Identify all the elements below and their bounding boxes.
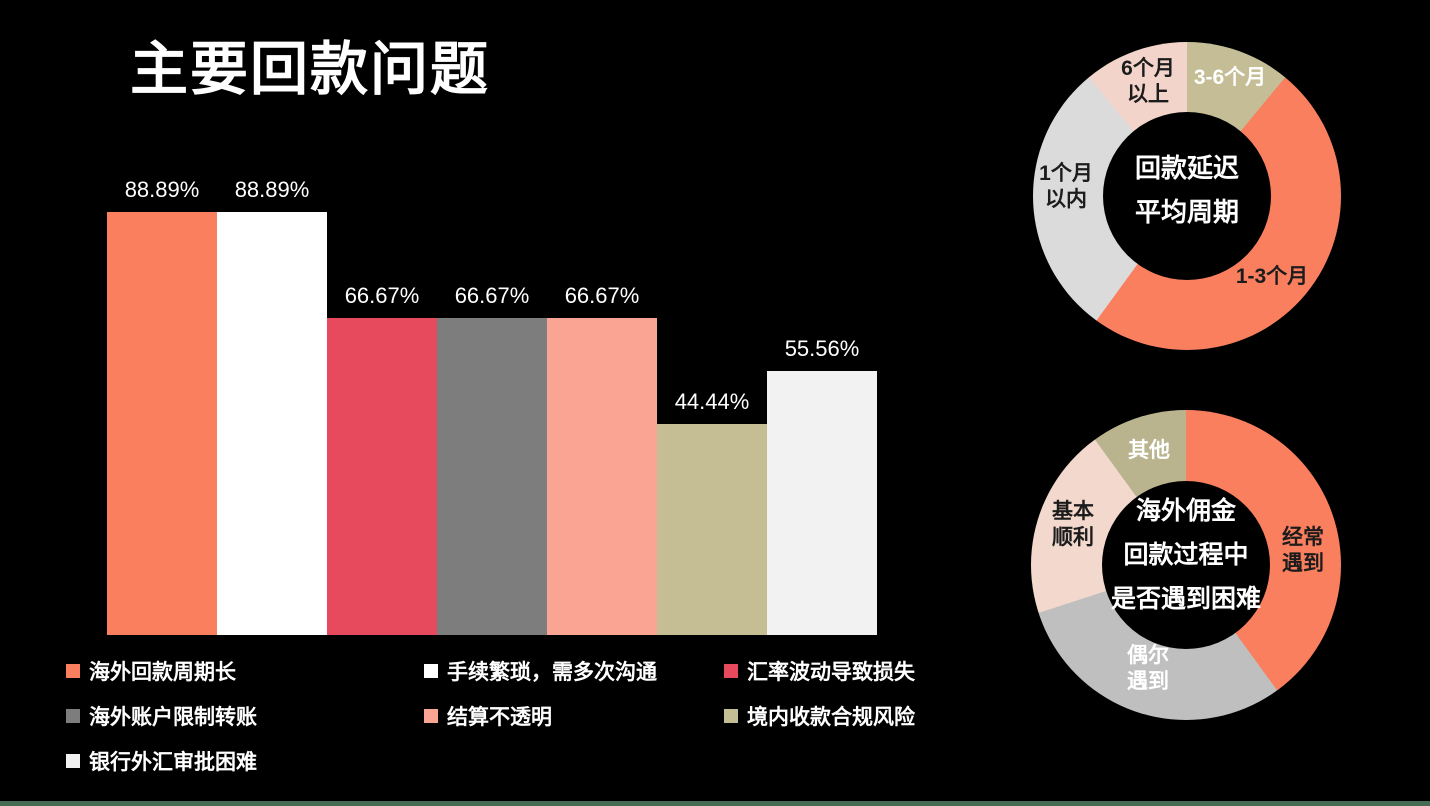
legend-label: 银行外汇审批困难 [89,751,257,774]
bar-value-label: 55.56% [784,336,860,361]
donut-chart-difficulty: 经常 遇到 偶尔 遇到 基本 顺利 其他 海外佣金 回款过程中 是否遇到困难 [1031,410,1341,720]
bar-column-5: 66.67% [547,283,657,635]
legend-item: 海外账户限制转账 [66,701,424,731]
bar-column-4: 66.67% [437,283,547,635]
legend-label: 境内收款合规风险 [747,706,915,729]
legend-item: 手续繁琐，需多次沟通 [424,656,724,686]
legend-item: 银行外汇审批困难 [66,746,424,776]
bar-value-label: 44.44% [674,389,750,414]
slice-label-mostly-smooth: 基本 顺利 [1052,500,1094,549]
bar-column-6: 44.44% [657,389,767,635]
legend-label: 海外账户限制转账 [89,706,257,729]
bar-6 [657,424,767,635]
bar-column-2: 88.89% [217,177,327,635]
legend-label: 结算不透明 [447,706,552,729]
bar-chart: 88.89% 88.89% 66.67% 66.67% 66.67% 44.44% 55.5… [107,140,877,635]
bar-value-label: 88.89% [234,177,310,202]
bar-column-7: 55.56% [767,336,877,635]
slice-label-1-3-months: 1-3个月 [1235,265,1309,288]
legend-label: 汇率波动导致损失 [747,661,915,684]
slice-label-other: 其他 [1128,439,1170,462]
slice-label-often: 经常 遇到 [1282,526,1324,575]
bar-column-1: 88.89% [107,177,217,635]
slice-label-3-6-months: 3-6个月 [1193,66,1267,89]
donut-center-line: 是否遇到困难 [1110,585,1261,613]
bar-column-3: 66.67% [327,283,437,635]
bar-1 [107,212,217,635]
legend-label: 手续繁琐，需多次沟通 [447,661,657,684]
bar-value-label: 66.67% [344,283,420,308]
donut-hole [1102,481,1270,649]
page-title: 主要回款问题 [130,37,491,102]
legend-swatch [66,664,80,678]
bar-value-label: 66.67% [564,283,640,308]
bar-value-label: 66.67% [454,283,530,308]
bar-4 [437,318,547,635]
legend-swatch [724,709,738,723]
bar-2 [217,212,327,635]
footer-accent-bar [0,801,1430,806]
donut-center-line: 海外佣金 [1135,497,1236,525]
donut-center-title: 回款延迟 平均周期 [1033,30,1341,350]
bar-3 [327,318,437,635]
donut-center-line: 平均周期 [1134,197,1239,227]
donut-center-line: 回款延迟 [1134,153,1239,183]
donut-hole [1103,112,1271,280]
bar-chart-legend: 海外回款周期长 手续繁琐，需多次沟通 汇率波动导致损失海外账户限制转账 结算不透明 境内… [66,656,1016,776]
donut-center-title: 海外佣金 回款过程中 是否遇到困难 [1031,390,1341,720]
legend-swatch [66,754,80,768]
legend-label: 海外回款周期长 [89,661,236,684]
donut-chart-delay-cycle: 3-6个月 1-3个月 1个月 以内 6个月 以上 回款延迟 平均周期 [1033,42,1341,350]
bar-value-label: 88.89% [124,177,200,202]
legend-swatch [724,664,738,678]
donut-center-line: 回款过程中 [1123,541,1249,569]
legend-item: 汇率波动导致损失 [724,656,1016,686]
slice-label-within-1-month: 1个月 以内 [1039,162,1093,211]
bar-5 [547,318,657,635]
legend-swatch [424,709,438,723]
slice-label-over-6-months: 6个月 以上 [1121,57,1175,106]
legend-swatch [424,664,438,678]
bar-7 [767,371,877,635]
legend-swatch [66,709,80,723]
legend-item: 境内收款合规风险 [724,701,1016,731]
legend-item: 结算不透明 [424,701,724,731]
slice-label-occasionally: 偶尔 遇到 [1127,644,1169,693]
legend-item: 海外回款周期长 [66,656,424,686]
